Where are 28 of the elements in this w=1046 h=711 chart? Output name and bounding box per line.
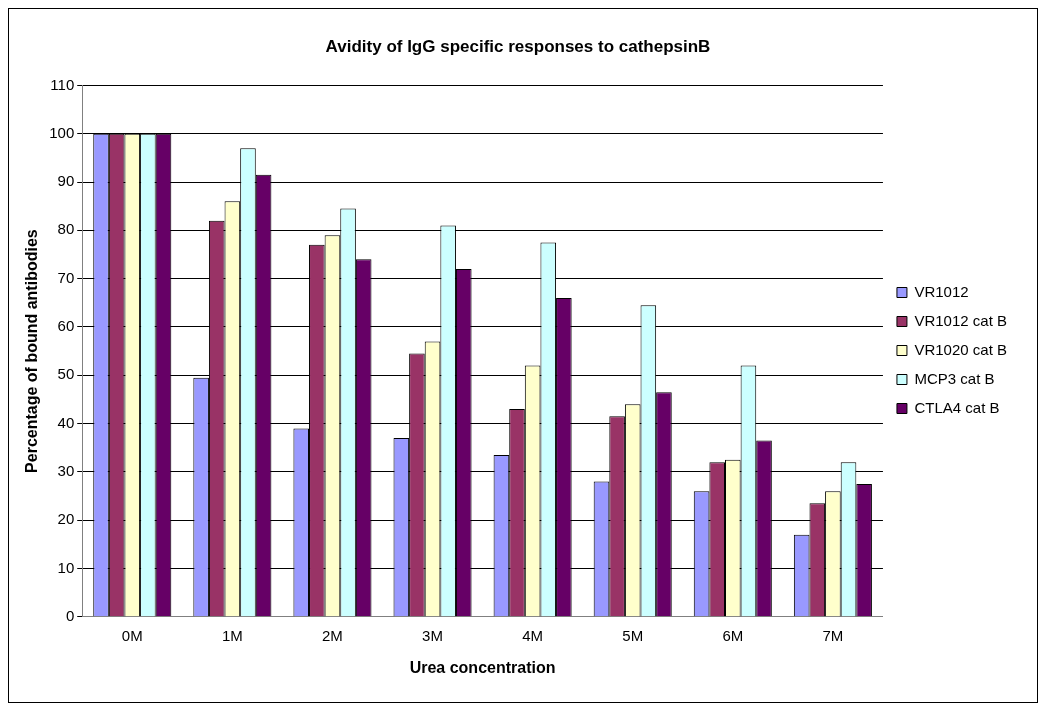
y-tick-label: 40: [57, 413, 75, 431]
x-tick-label: 1M: [221, 626, 243, 644]
y-tick-label: 30: [57, 462, 75, 480]
x-tick-label: 7M: [822, 626, 844, 644]
legend-label: VR1020 cat B: [914, 340, 1008, 358]
y-tick-label: 20: [57, 510, 75, 528]
x-axis-title: Urea concentration: [409, 658, 556, 676]
y-tick-label: 10: [57, 558, 75, 576]
x-tick-label: 3M: [422, 626, 443, 644]
legend-label: MCP3 cat B: [914, 369, 995, 387]
legend-label: VR1012: [914, 282, 969, 300]
y-tick-label: 0: [65, 606, 75, 624]
x-tick-label: 5M: [622, 626, 644, 644]
y-tick-label: 60: [57, 317, 75, 335]
legend-label: CTLA4 cat B: [914, 398, 1000, 416]
y-axis-title: Percentage of bound antibodies: [23, 229, 41, 473]
y-tick-label: 70: [57, 268, 75, 286]
y-tick-label: 80: [57, 220, 75, 238]
legend-label: VR1012 cat B: [914, 311, 1008, 329]
y-tick-label: 100: [49, 123, 75, 141]
x-tick-label: 0M: [121, 626, 143, 644]
y-tick-label: 50: [57, 365, 75, 383]
x-tick-label: 2M: [322, 626, 343, 644]
x-tick-label: 6M: [722, 626, 744, 644]
y-tick-label: 90: [57, 172, 75, 190]
chart-title: Avidity of IgG specific responses to cathepsinB: [325, 36, 711, 56]
x-tick-label: 4M: [522, 626, 544, 644]
y-tick-label: 110: [50, 75, 75, 93]
